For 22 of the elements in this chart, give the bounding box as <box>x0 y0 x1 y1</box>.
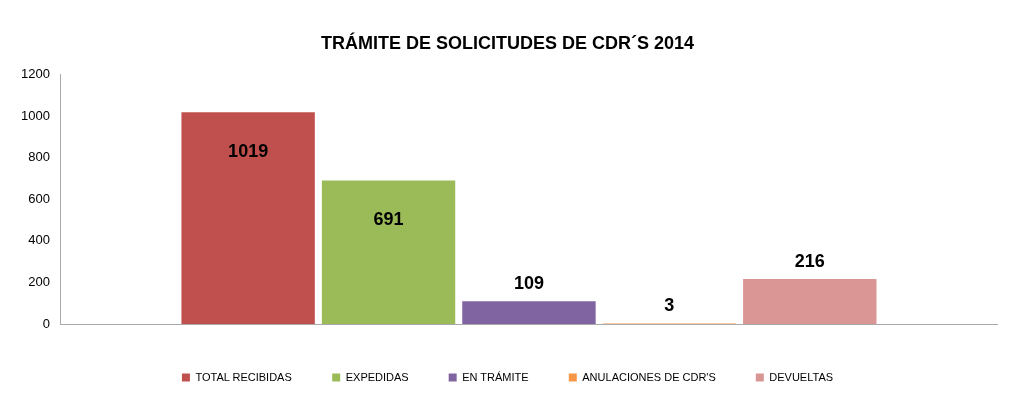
y-tick-label: 800 <box>28 149 50 165</box>
data-label: 3 <box>664 295 675 316</box>
y-tick-label: 0 <box>42 315 50 331</box>
data-label: 216 <box>794 251 825 272</box>
data-label: 1019 <box>228 141 269 162</box>
bar <box>321 180 456 324</box>
legend-label: ANULACIONES DE CDR'S <box>582 370 716 383</box>
y-tick-label: 600 <box>28 190 50 206</box>
legend-label: TOTAL RECIBIDAS <box>195 370 292 383</box>
bar <box>462 301 596 324</box>
data-label: 109 <box>513 273 544 294</box>
y-tick-label: 1200 <box>21 66 50 82</box>
chart-title: TRÁMITE DE SOLICITUDES DE CDR´S 2014 <box>320 31 695 53</box>
y-tick-label: 400 <box>28 232 50 248</box>
bar <box>743 279 877 324</box>
data-label: 691 <box>373 209 404 230</box>
bar <box>181 112 315 324</box>
legend-label: EXPEDIDAS <box>345 370 409 383</box>
legend-label: DEVUELTAS <box>769 370 834 383</box>
y-tick-label: 1000 <box>21 107 50 123</box>
legend-label: EN TRÁMITE <box>462 370 529 383</box>
y-tick-label: 200 <box>28 274 50 290</box>
